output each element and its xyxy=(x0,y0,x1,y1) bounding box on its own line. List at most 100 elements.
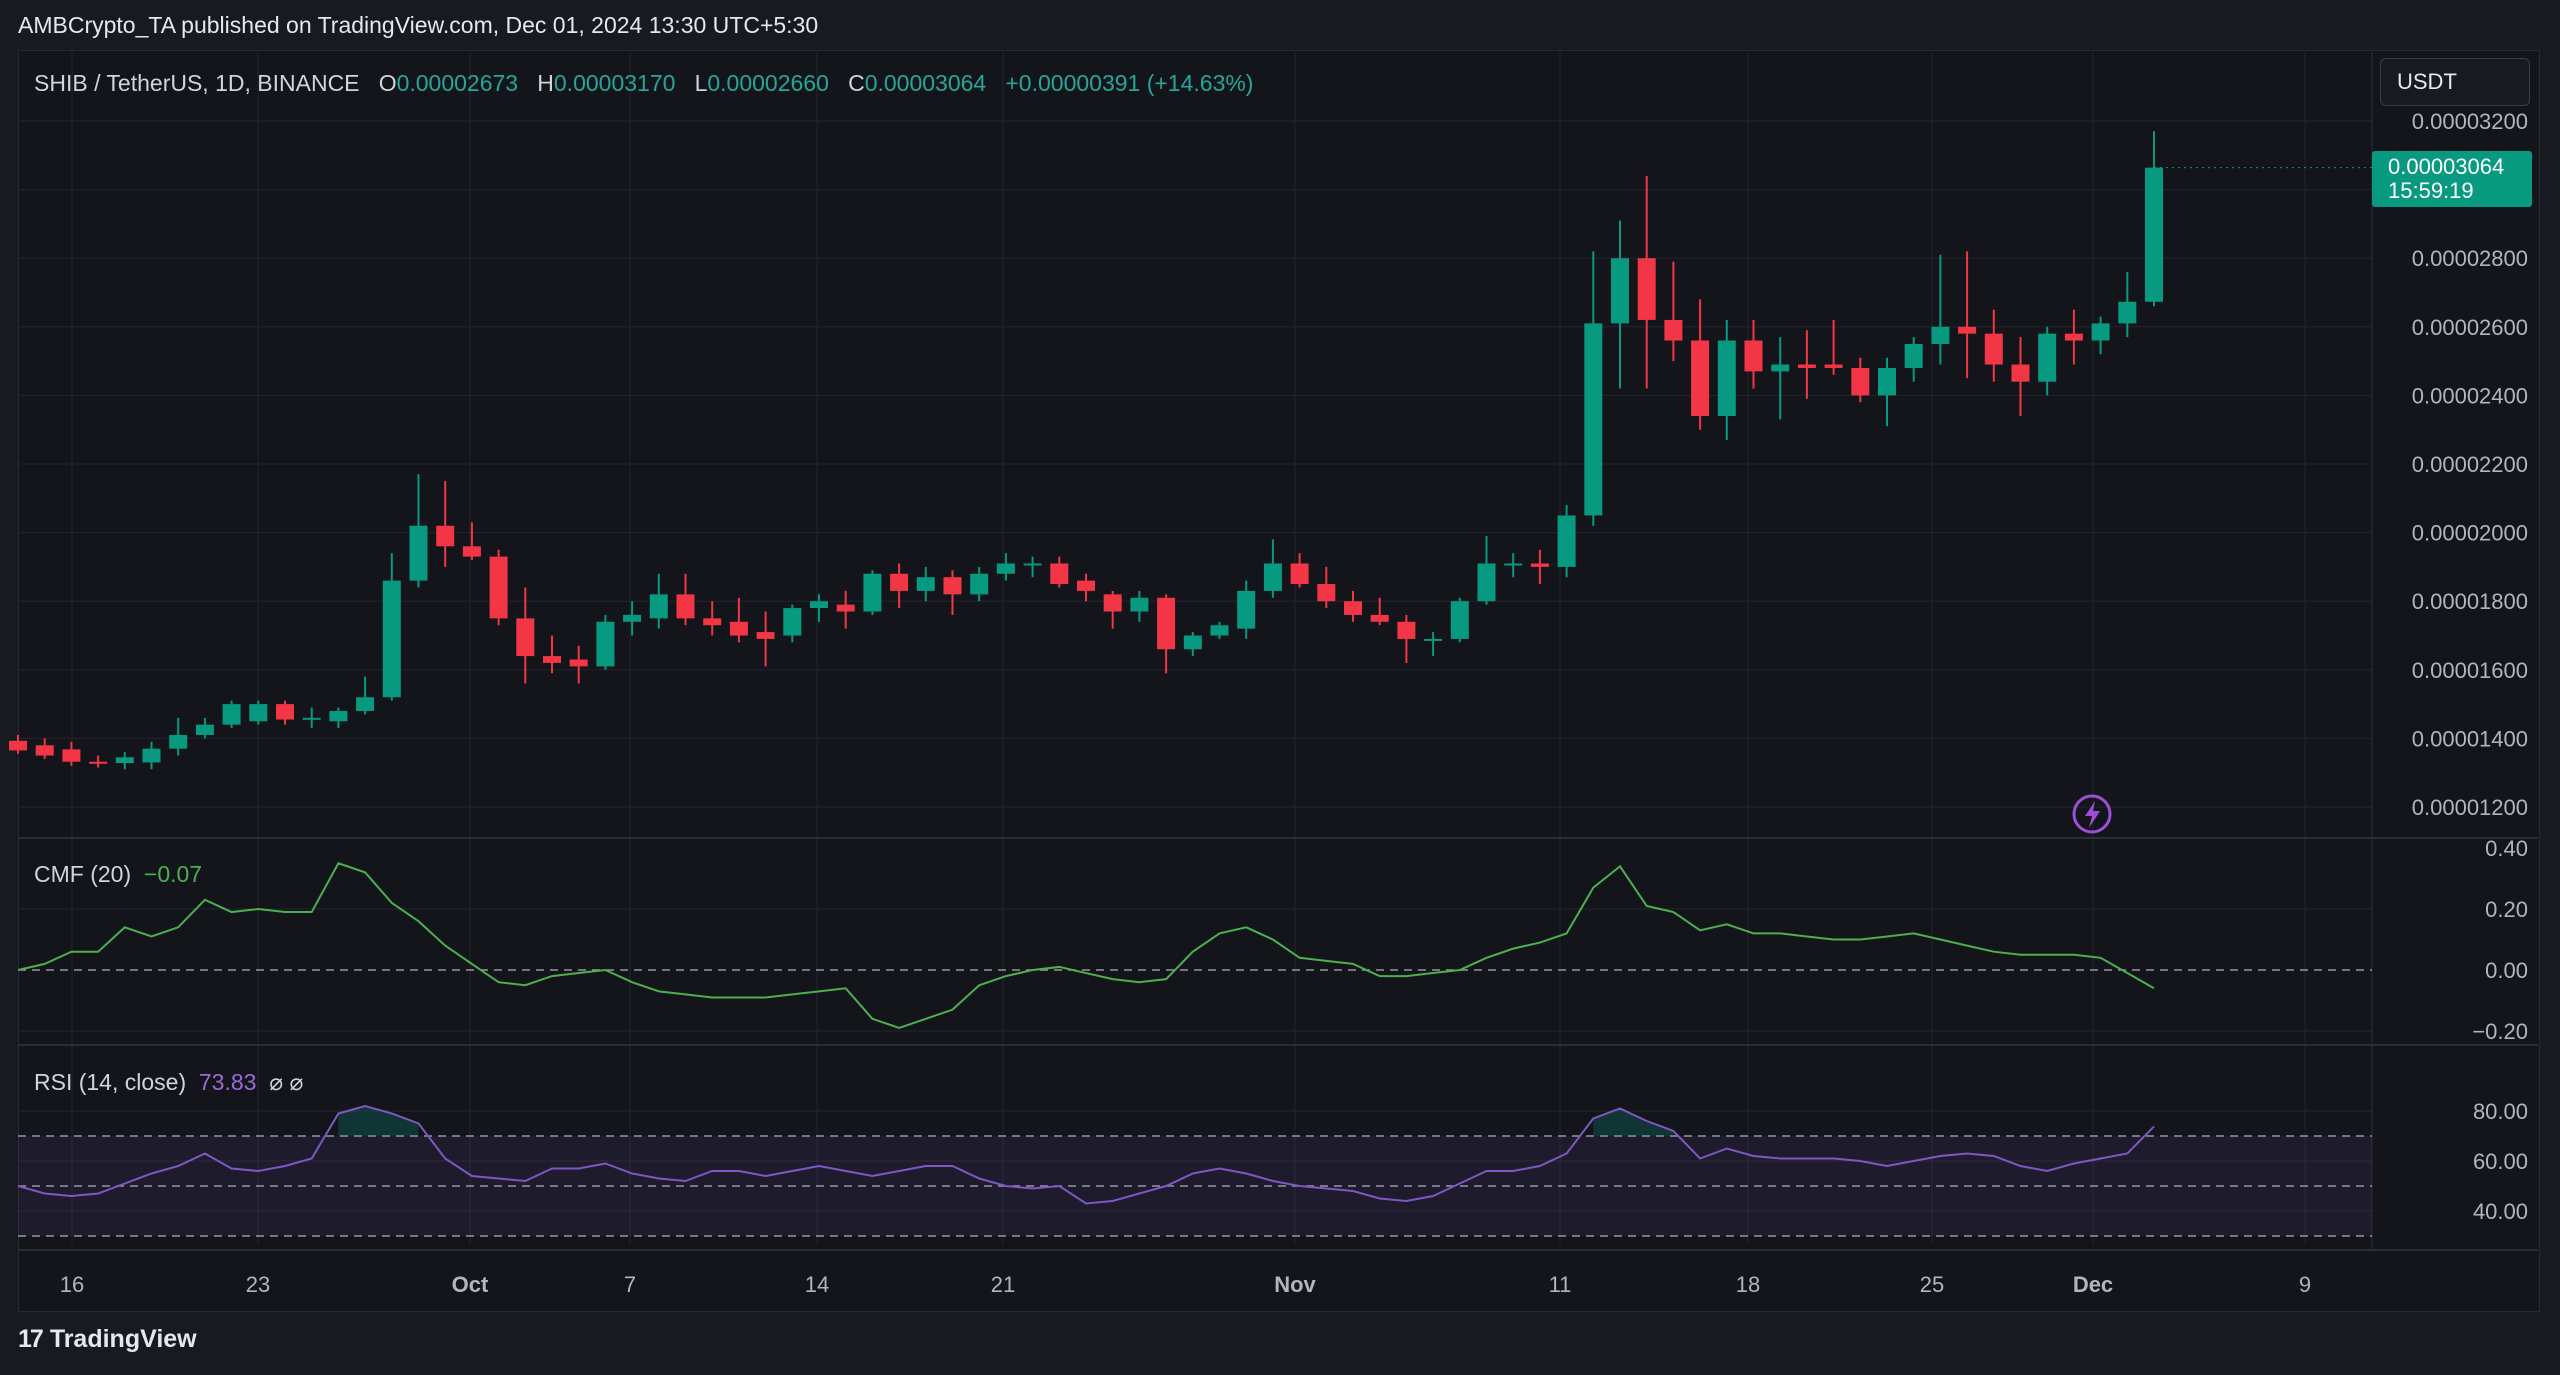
candle-body xyxy=(2011,364,2030,382)
cmf-layer xyxy=(17,862,2372,1030)
candle-body xyxy=(1691,340,1710,416)
rsi-overbought-fill xyxy=(338,1106,419,1136)
candle-body xyxy=(703,618,722,626)
x-tick-label: 23 xyxy=(246,1272,270,1297)
symbol-label[interactable]: SHIB / TetherUS, 1D, BINANCE xyxy=(34,70,360,96)
candle-body xyxy=(2118,301,2137,324)
close-label: C xyxy=(848,70,865,96)
candle-body xyxy=(1824,364,1843,368)
candle-body xyxy=(783,608,802,636)
rsi-value: 73.83 xyxy=(198,1069,257,1095)
price-tick-label: 0.00001400 xyxy=(2412,726,2528,751)
x-tick-label: 21 xyxy=(991,1272,1015,1297)
candle-body xyxy=(676,594,695,619)
candle-body xyxy=(596,621,615,667)
rsi-tick-label: 60.00 xyxy=(2473,1149,2528,1174)
candle-body xyxy=(9,740,27,751)
x-tick-label: 7 xyxy=(624,1272,636,1297)
close-value: 0.00003064 xyxy=(864,70,987,96)
candle-body xyxy=(115,757,134,764)
candle-body xyxy=(1023,563,1042,566)
publisher-line: AMBCrypto_TA published on TradingView.co… xyxy=(18,12,819,38)
price-tick-label: 0.00003200 xyxy=(2412,109,2528,134)
candle-body xyxy=(569,659,588,667)
candle-body xyxy=(516,618,535,657)
candle-body xyxy=(729,621,748,636)
last-price-value: 0.00003064 xyxy=(2388,154,2505,179)
rsi-legend[interactable]: RSI (14, close) 73.83 ⌀ ⌀ xyxy=(34,1069,303,1096)
price-legend: SHIB / TetherUS, 1D, BINANCE O0.00002673… xyxy=(34,70,1253,97)
x-tick-label: 11 xyxy=(1549,1272,1572,1297)
candle-body xyxy=(462,546,481,557)
price-tick-label: 0.00002800 xyxy=(2412,246,2528,271)
cmf-tick-label: 0.00 xyxy=(2485,958,2528,983)
cmf-tick-label: −0.20 xyxy=(2472,1019,2528,1044)
x-tick-label: Dec xyxy=(2073,1272,2113,1297)
pane-separators xyxy=(18,52,2538,1251)
candle-body xyxy=(89,761,108,764)
candle-body xyxy=(1664,319,1683,341)
candles-layer xyxy=(9,131,2372,770)
x-tick-label: Oct xyxy=(452,1272,489,1297)
candle-body xyxy=(249,704,268,722)
candle-body xyxy=(62,749,81,762)
rsi-line xyxy=(17,1104,2155,1205)
candle-body xyxy=(2064,333,2083,341)
candle-body xyxy=(810,601,828,609)
candle-body xyxy=(1424,638,1443,641)
candle-body xyxy=(943,577,962,595)
price-tick-label: 0.00001800 xyxy=(2412,589,2528,614)
candle-body xyxy=(1130,597,1149,612)
price-tick-label: 0.00001200 xyxy=(2412,795,2528,820)
candle-body xyxy=(1237,590,1256,629)
candle-body xyxy=(2091,323,2110,341)
rsi-tick-label: 40.00 xyxy=(2473,1199,2528,1224)
change-value: +0.00000391 (+14.63%) xyxy=(1005,70,1254,96)
candle-body xyxy=(1904,343,1923,368)
candle-body xyxy=(1370,614,1389,622)
candle-body xyxy=(1717,340,1736,416)
candle-body xyxy=(222,704,241,725)
candle-body xyxy=(2038,333,2057,382)
currency-selector[interactable]: USDT xyxy=(2380,58,2530,106)
candle-body xyxy=(1637,258,1656,320)
candle-body xyxy=(970,573,989,595)
candle-body xyxy=(1450,601,1469,639)
lightning-icon[interactable] xyxy=(2072,794,2112,834)
candle-body xyxy=(1344,601,1362,615)
low-value: 0.00002660 xyxy=(707,70,829,96)
price-tick-label: 0.00002200 xyxy=(2412,452,2528,477)
candle-body xyxy=(1157,597,1176,650)
candle-body xyxy=(382,580,401,698)
candle-body xyxy=(649,594,668,619)
cmf-tick-label: 0.40 xyxy=(2485,836,2528,861)
candle-body xyxy=(1397,621,1416,639)
candle-body xyxy=(1851,367,1870,396)
x-tick-label: 16 xyxy=(60,1272,84,1297)
candle-body xyxy=(1744,340,1763,372)
chart-area[interactable] xyxy=(18,50,2540,1312)
candle-body xyxy=(1050,563,1069,585)
cmf-legend[interactable]: CMF (20) −0.07 xyxy=(34,861,202,888)
candle-body xyxy=(1530,563,1549,567)
candle-body xyxy=(543,656,561,663)
tradingview-brand: TradingView xyxy=(49,1325,197,1353)
x-tick-label: Nov xyxy=(1274,1272,1316,1297)
candle-body xyxy=(276,704,294,720)
tradingview-logo[interactable]: 17 TradingView xyxy=(18,1325,197,1354)
cmf-name: CMF (20) xyxy=(34,861,132,887)
candle-body xyxy=(836,604,855,612)
rsi-tick-label: 80.00 xyxy=(2473,1099,2528,1124)
rsi-na-icons: ⌀ ⌀ xyxy=(269,1069,304,1095)
candle-body xyxy=(1878,367,1896,396)
last-price-tag: 0.00003064 15:59:19 xyxy=(2372,151,2532,207)
bar-countdown: 15:59:19 xyxy=(2388,178,2474,203)
candle-body xyxy=(1263,563,1282,591)
price-tick-label: 0.00002000 xyxy=(2412,521,2528,546)
low-label: L xyxy=(694,70,708,96)
candle-body xyxy=(1958,326,1977,334)
candle-body xyxy=(1611,258,1629,324)
candle-body xyxy=(1984,333,2003,365)
x-tick-label: 25 xyxy=(1920,1272,1944,1297)
